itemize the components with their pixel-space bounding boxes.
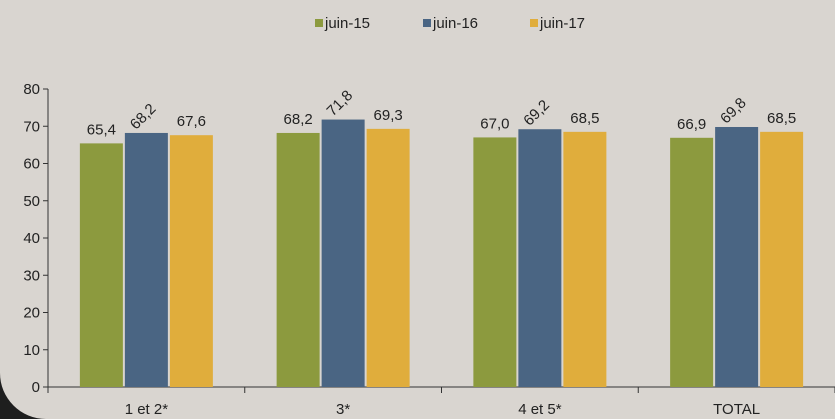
bar-juin-17 <box>366 128 410 388</box>
bar-juin-17 <box>563 131 607 387</box>
data-label: 68,5 <box>570 110 599 127</box>
data-label: 66,9 <box>677 116 706 133</box>
bar-juin-17 <box>760 131 804 387</box>
y-tick-label: 10 <box>23 342 40 359</box>
legend-label: juin-17 <box>539 15 585 32</box>
legend-label: juin-16 <box>432 15 478 32</box>
data-label: 68,2 <box>284 111 313 128</box>
data-labels: 65,4 68,2 67,6 68,2 71,8 69,3 67,0 69,2 68,5 66,9… <box>87 87 796 138</box>
bar-juin-15 <box>473 137 517 387</box>
bar-juin-15 <box>670 137 714 387</box>
category-label: 3* <box>336 401 350 418</box>
data-label: 71,8 <box>324 87 357 120</box>
legend-label: juin-15 <box>324 15 370 32</box>
bar-juin-16 <box>518 129 562 388</box>
data-label: 65,4 <box>87 121 116 138</box>
y-tick-label: 20 <box>23 305 40 322</box>
data-label: 68,5 <box>767 110 796 127</box>
data-label: 68,2 <box>127 100 160 133</box>
bars <box>79 119 804 388</box>
y-tick-label: 60 <box>23 156 40 173</box>
y-tick-label: 70 <box>23 118 40 135</box>
y-tick-label: 0 <box>32 379 40 396</box>
data-label: 67,0 <box>480 115 509 132</box>
bar-juin-15 <box>79 143 123 387</box>
category-label: 4 et 5* <box>518 401 562 418</box>
legend-swatch <box>423 19 431 27</box>
data-label: 67,6 <box>177 113 206 130</box>
data-label: 69,8 <box>717 94 750 127</box>
y-tick-label: 50 <box>23 193 40 210</box>
legend: juin-15 juin-16 juin-17 <box>315 15 585 32</box>
data-label: 69,3 <box>374 107 403 124</box>
data-label: 69,2 <box>520 97 553 130</box>
category-label: TOTAL <box>713 401 760 418</box>
bar-juin-15 <box>276 132 320 387</box>
bar-juin-17 <box>169 135 213 387</box>
bar-juin-16 <box>124 132 168 387</box>
bar-juin-16 <box>321 119 365 388</box>
y-tick-label: 30 <box>23 267 40 284</box>
category-label: 1 et 2* <box>125 401 169 418</box>
y-tick-label: 80 <box>23 81 40 98</box>
y-axis: 0 10 20 30 40 50 60 70 80 <box>23 81 49 396</box>
legend-swatch <box>530 19 538 27</box>
bar-juin-16 <box>715 126 759 388</box>
legend-swatch <box>315 19 323 27</box>
x-axis: 1 et 2* 3* 4 et 5* TOTAL <box>47 386 835 418</box>
y-tick-label: 40 <box>23 230 40 247</box>
